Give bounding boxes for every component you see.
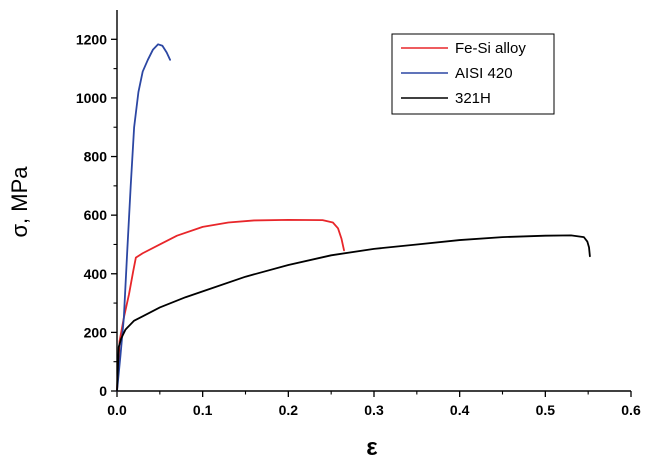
x-tick-label: 0.5: [536, 402, 556, 418]
y-tick-label: 800: [84, 149, 108, 165]
series-line-fe-si-alloy: [116, 218, 345, 392]
y-tick-label: 200: [84, 324, 108, 340]
y-tick-label: 0: [99, 383, 107, 399]
x-axis-ticks: 0.0 0.1 0.2 0.3 0.4 0.5 0.6: [107, 391, 641, 418]
y-axis-ticks: 0 200 400 600 800 1000 1200: [76, 31, 117, 399]
y-tick-label: 600: [84, 207, 108, 223]
x-tick-label: 0.4: [450, 402, 470, 418]
series-line-321h: [116, 234, 591, 392]
y-axis-label: σ, MPa: [7, 166, 32, 238]
y-tick-label: 400: [84, 266, 108, 282]
series-line-aisi-420: [116, 43, 172, 392]
series-layer: [116, 43, 591, 392]
y-tick-label: 1200: [76, 31, 107, 47]
x-tick-label: 0.1: [193, 402, 213, 418]
legend-label-aisi-420: AISI 420: [455, 65, 513, 82]
x-tick-label: 0.3: [364, 402, 384, 418]
x-tick-label: 0.6: [621, 402, 641, 418]
y-tick-label: 1000: [76, 90, 107, 106]
x-axis-label: ε: [366, 434, 377, 461]
x-tick-label: 0.2: [279, 402, 299, 418]
legend: Fe-Si alloy AISI 420 321H: [391, 33, 555, 115]
legend-label-fe-si: Fe-Si alloy: [455, 40, 526, 57]
x-tick-label: 0.0: [107, 402, 127, 418]
legend-label-321h: 321H: [455, 90, 491, 107]
